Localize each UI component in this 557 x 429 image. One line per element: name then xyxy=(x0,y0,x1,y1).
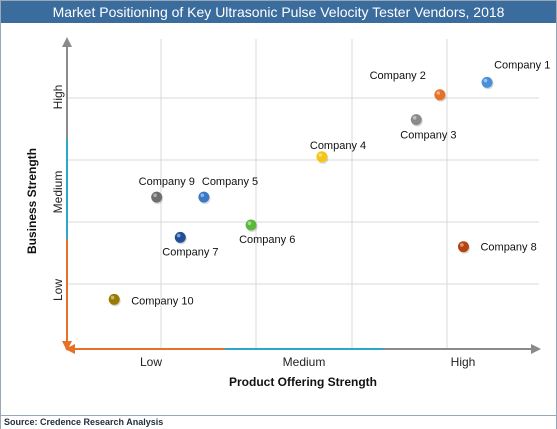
point-label: Company 3 xyxy=(400,130,456,142)
point-label: Company 10 xyxy=(131,295,193,307)
point-label: Company 5 xyxy=(202,176,258,188)
x-axis-arrow-left xyxy=(65,344,75,354)
point-highlight xyxy=(153,193,157,198)
x-tick-label: Medium xyxy=(283,355,326,369)
data-point: Company 9 xyxy=(139,176,195,205)
axes xyxy=(62,37,541,354)
point-marker xyxy=(457,241,469,253)
data-point: Company 10 xyxy=(108,293,194,307)
point-label: Company 8 xyxy=(480,242,536,254)
y-axis-arrow xyxy=(62,37,72,47)
point-label: Company 4 xyxy=(310,140,366,152)
x-tick-label: High xyxy=(451,355,476,369)
point-marker xyxy=(481,76,493,88)
data-point: Company 8 xyxy=(457,241,537,254)
point-marker xyxy=(198,191,210,203)
y-axis-title: Business Strength xyxy=(25,148,39,254)
point-highlight xyxy=(460,243,464,247)
point-label: Company 9 xyxy=(139,176,195,188)
point-label: Company 6 xyxy=(239,234,295,246)
point-marker xyxy=(434,89,446,101)
point-marker xyxy=(151,191,163,203)
y-axis-arrow-down xyxy=(62,341,72,351)
data-point: Company 5 xyxy=(198,176,258,205)
point-highlight xyxy=(436,91,441,95)
y-tick-label: High xyxy=(51,85,65,110)
point-marker xyxy=(316,151,328,163)
data-point: Company 7 xyxy=(162,231,219,258)
data-point: Company 2 xyxy=(370,70,447,102)
x-tick-label: Low xyxy=(140,355,162,369)
data-point: Company 4 xyxy=(310,140,366,164)
grid-lines xyxy=(67,39,539,349)
y-tick-label: Low xyxy=(51,279,65,301)
point-highlight xyxy=(483,78,488,83)
x-axis-arrow xyxy=(531,344,541,354)
point-highlight xyxy=(110,295,115,300)
point-marker xyxy=(174,231,186,243)
data-point: Company 6 xyxy=(239,219,295,246)
source-bar: Source: Credence Research Analysis xyxy=(1,415,556,429)
data-point: Company 3 xyxy=(400,114,457,142)
point-highlight xyxy=(176,233,181,238)
point-marker xyxy=(108,293,120,305)
point-highlight xyxy=(412,116,417,120)
tick-labels: Low Medium High Low Medium High xyxy=(51,85,475,369)
point-highlight xyxy=(247,221,252,225)
point-marker xyxy=(410,114,422,126)
x-axis-title: Product Offering Strength xyxy=(229,375,377,389)
point-label: Company 7 xyxy=(162,246,218,258)
point-highlight xyxy=(200,193,205,198)
point-marker xyxy=(245,219,257,231)
point-highlight xyxy=(318,153,323,157)
chart-title: Market Positioning of Key Ultrasonic Pul… xyxy=(1,1,556,23)
source-text: Source: Credence Research Analysis xyxy=(4,417,164,427)
point-label: Company 1 xyxy=(494,59,550,71)
y-tick-label: Medium xyxy=(51,171,65,214)
point-label: Company 2 xyxy=(370,70,426,82)
data-point: Company 1 xyxy=(481,59,550,90)
data-points: Company 1 Company 2 Company 3 Company 4 Comp… xyxy=(108,59,550,307)
